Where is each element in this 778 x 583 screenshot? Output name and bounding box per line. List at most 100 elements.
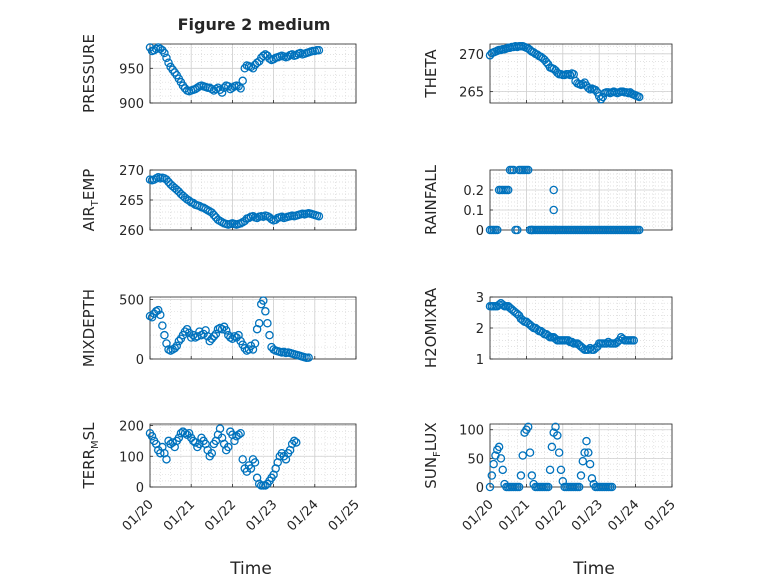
data-point: [523, 165, 533, 175]
axes-box-theta: [489, 43, 673, 104]
data-point: [265, 330, 274, 340]
x-tick-label: 01/23: [569, 497, 606, 534]
data-point: [314, 211, 324, 221]
data-point: [221, 326, 231, 335]
data-point: [485, 482, 495, 492]
y-axis-label-pressure: PRESSURE: [80, 34, 98, 113]
data-point: [289, 436, 299, 446]
data-point: [607, 482, 617, 492]
y-tick-label: 500: [119, 293, 144, 308]
data-point: [162, 455, 171, 464]
data-point: [263, 318, 272, 328]
data-point: [207, 334, 217, 343]
data-point: [292, 50, 301, 60]
data-point: [523, 422, 533, 432]
data-point: [230, 436, 239, 446]
x-tick-label: 01/22: [202, 497, 239, 534]
x-tick-label: 01/25: [326, 497, 363, 534]
data-point: [549, 205, 558, 215]
data-point: [498, 465, 507, 475]
y-axis-label-h2omixra: H2OMIXRA: [422, 287, 440, 368]
data-point: [489, 459, 498, 469]
y-tick-label: 0.2: [463, 184, 484, 199]
plot-area-sun-flux: [490, 424, 672, 487]
data-point: [211, 84, 221, 94]
y-axis-label-mixdepth: MIXDEPTH: [80, 289, 98, 367]
axes-box-mixdepth: [149, 296, 357, 360]
axes-box-terr-msl: [149, 423, 357, 488]
data-point: [228, 83, 237, 92]
data-point: [553, 431, 562, 440]
data-point: [587, 474, 597, 483]
data-point: [215, 424, 225, 433]
data-point: [518, 451, 528, 460]
data-point: [261, 307, 270, 316]
plot-area-theta: [490, 44, 672, 103]
data-point: [503, 185, 513, 195]
data-point: [252, 58, 262, 67]
y-tick-label: 100: [119, 450, 144, 465]
data-point: [217, 88, 227, 97]
data-point: [287, 50, 297, 59]
data-point: [629, 336, 639, 345]
y-tick-label: 0.1: [463, 204, 484, 219]
data-point: [585, 459, 595, 469]
x-tick-label: 01/21: [161, 497, 198, 534]
y-tick-label: 3: [476, 291, 484, 306]
data-point: [184, 428, 194, 438]
data-point: [514, 482, 524, 492]
data-point: [170, 344, 179, 353]
data-point: [164, 58, 173, 67]
data-point: [207, 448, 217, 458]
data-point: [565, 70, 575, 80]
data-point: [207, 208, 217, 217]
data-point: [238, 455, 247, 464]
data-point: [203, 332, 212, 341]
data-point: [246, 62, 256, 72]
data-point: [209, 210, 219, 220]
subplot-rainfall: 0 0.1 0.2 RAINFALL: [422, 164, 673, 239]
data-point: [236, 428, 245, 438]
y-tick-label: 270: [459, 48, 484, 63]
data-point: [207, 84, 217, 94]
data-point: [554, 448, 564, 457]
figure-title: Figure 2 medium: [178, 15, 331, 34]
data-point: [174, 433, 184, 443]
y-tick-label: 100: [459, 424, 484, 439]
y-tick-label: 900: [119, 97, 144, 112]
data-point: [576, 471, 586, 480]
data-point: [160, 48, 169, 58]
data-point: [162, 53, 171, 63]
data-point: [551, 225, 560, 235]
data-point: [578, 456, 588, 466]
data-point: [549, 185, 558, 195]
data-point: [162, 175, 171, 184]
data-point: [584, 448, 593, 457]
subplot-terr-msl: 0 100 200 01/20 01/21 01/22 01/23 01/24 01/25 TER…: [80, 420, 363, 535]
data-point: [304, 353, 313, 362]
data-point: [527, 471, 537, 480]
x-axis-label-left: Time: [229, 559, 272, 579]
x-tick-label: 01/25: [642, 497, 679, 534]
data-point: [158, 321, 167, 330]
y-tick-label: 265: [459, 86, 484, 101]
data-point: [580, 448, 589, 457]
y-tick-label: 200: [119, 420, 144, 435]
subplot-theta: 265 270 THETA: [422, 42, 673, 104]
data-point: [153, 305, 163, 315]
data-point: [209, 332, 219, 341]
y-tick-label: 0: [476, 224, 484, 239]
data-point: [634, 92, 644, 102]
data-point: [224, 442, 233, 452]
data-point: [193, 83, 202, 92]
subplot-h2omixra: 1 2 3 H2OMIXRA: [422, 287, 673, 368]
y-axis-label-air-temp: AIRTEMP: [80, 169, 101, 232]
plot-area-pressure: [150, 44, 356, 103]
axes-box-pressure: [149, 43, 357, 104]
y-axis-label-theta: THETA: [422, 49, 440, 99]
data-point: [591, 85, 600, 95]
data-point: [160, 330, 169, 340]
y-tick-label: 0: [476, 481, 484, 496]
x-tick-label: 01/20: [120, 497, 157, 534]
